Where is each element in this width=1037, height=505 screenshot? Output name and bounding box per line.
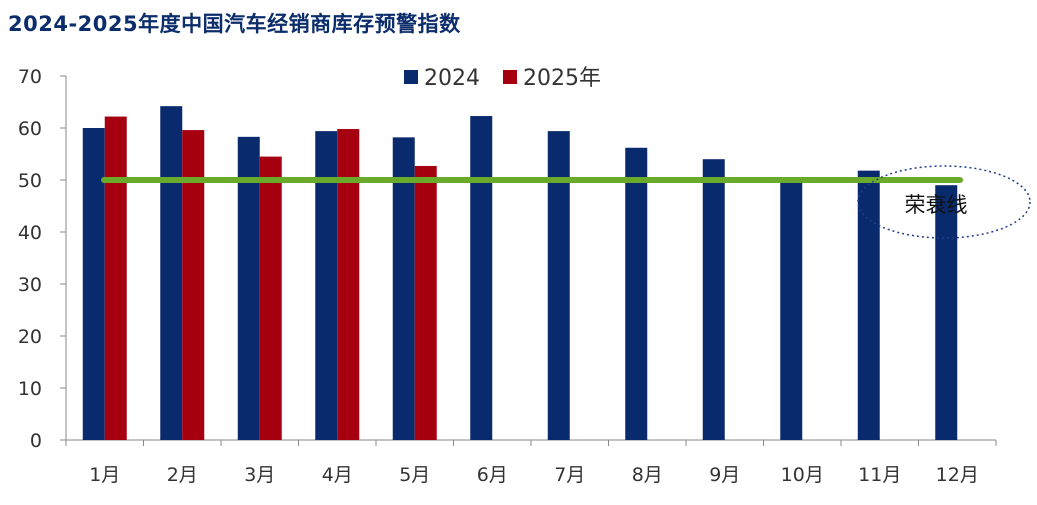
legend: 2024 2025年 xyxy=(404,66,601,91)
bar-2024-12月 xyxy=(935,185,958,440)
bar-2025年-2月 xyxy=(182,130,205,440)
bar-2025年-3月 xyxy=(259,156,282,440)
x-tick-label: 3月 xyxy=(244,464,275,486)
bar-2025年-1月 xyxy=(104,116,127,440)
y-tick-label: 0 xyxy=(30,430,42,452)
bar-2024-5月 xyxy=(392,137,415,441)
bars xyxy=(82,106,958,441)
x-axis: 1月 2月 3月 4月 5月 6月 7月 8月 9月 10月 11月 12月 xyxy=(65,439,997,486)
x-tick-label: 12月 xyxy=(936,464,979,486)
x-tick-label: 10月 xyxy=(781,464,824,486)
annotation-ellipse xyxy=(857,165,1031,239)
bar-2024-2月 xyxy=(160,106,183,440)
y-tick-label: 20 xyxy=(18,326,42,348)
reference-line-label: 荣衰线 xyxy=(905,193,968,217)
bar-2024-11月 xyxy=(857,170,880,440)
bar-2024-8月 xyxy=(625,147,648,440)
y-tick-label: 50 xyxy=(18,170,42,192)
bar-2024-10月 xyxy=(780,179,803,441)
bar-2024-4月 xyxy=(315,131,338,440)
y-tick-label: 70 xyxy=(18,66,42,88)
bar-2024-1月 xyxy=(82,128,105,440)
y-tick-label: 30 xyxy=(18,274,42,296)
y-tick-label: 40 xyxy=(18,222,42,244)
x-tick-label: 7月 xyxy=(554,464,585,486)
x-tick-label: 9月 xyxy=(709,464,740,486)
legend-swatch-2024 xyxy=(404,70,418,84)
x-tick-label: 4月 xyxy=(322,464,353,486)
x-tick-label: 1月 xyxy=(89,464,120,486)
bar-2025年-4月 xyxy=(337,129,360,441)
chart-title: 2024-2025年度中国汽车经销商库存预警指数 xyxy=(8,12,461,36)
bar-2025年-5月 xyxy=(414,165,437,440)
bar-2024-9月 xyxy=(702,159,725,440)
bar-2024-6月 xyxy=(470,116,493,440)
legend-label-2024: 2024 xyxy=(424,66,480,91)
legend-swatch-2025年 xyxy=(503,70,517,84)
bar-2024-3月 xyxy=(237,136,260,440)
x-tick-label: 6月 xyxy=(477,464,508,486)
y-axis: 0 10 20 30 40 50 60 70 xyxy=(18,66,67,452)
x-tick-label: 2月 xyxy=(167,464,198,486)
bar-2024-7月 xyxy=(547,131,570,440)
reference-line-group: 荣衰线 xyxy=(101,165,1031,239)
y-tick-label: 10 xyxy=(18,378,42,400)
y-tick-label: 60 xyxy=(18,118,42,140)
x-tick-label: 5月 xyxy=(399,464,430,486)
x-tick-label: 8月 xyxy=(632,464,663,486)
x-tick-label: 11月 xyxy=(858,464,901,486)
legend-label-2025年: 2025年 xyxy=(523,66,601,91)
